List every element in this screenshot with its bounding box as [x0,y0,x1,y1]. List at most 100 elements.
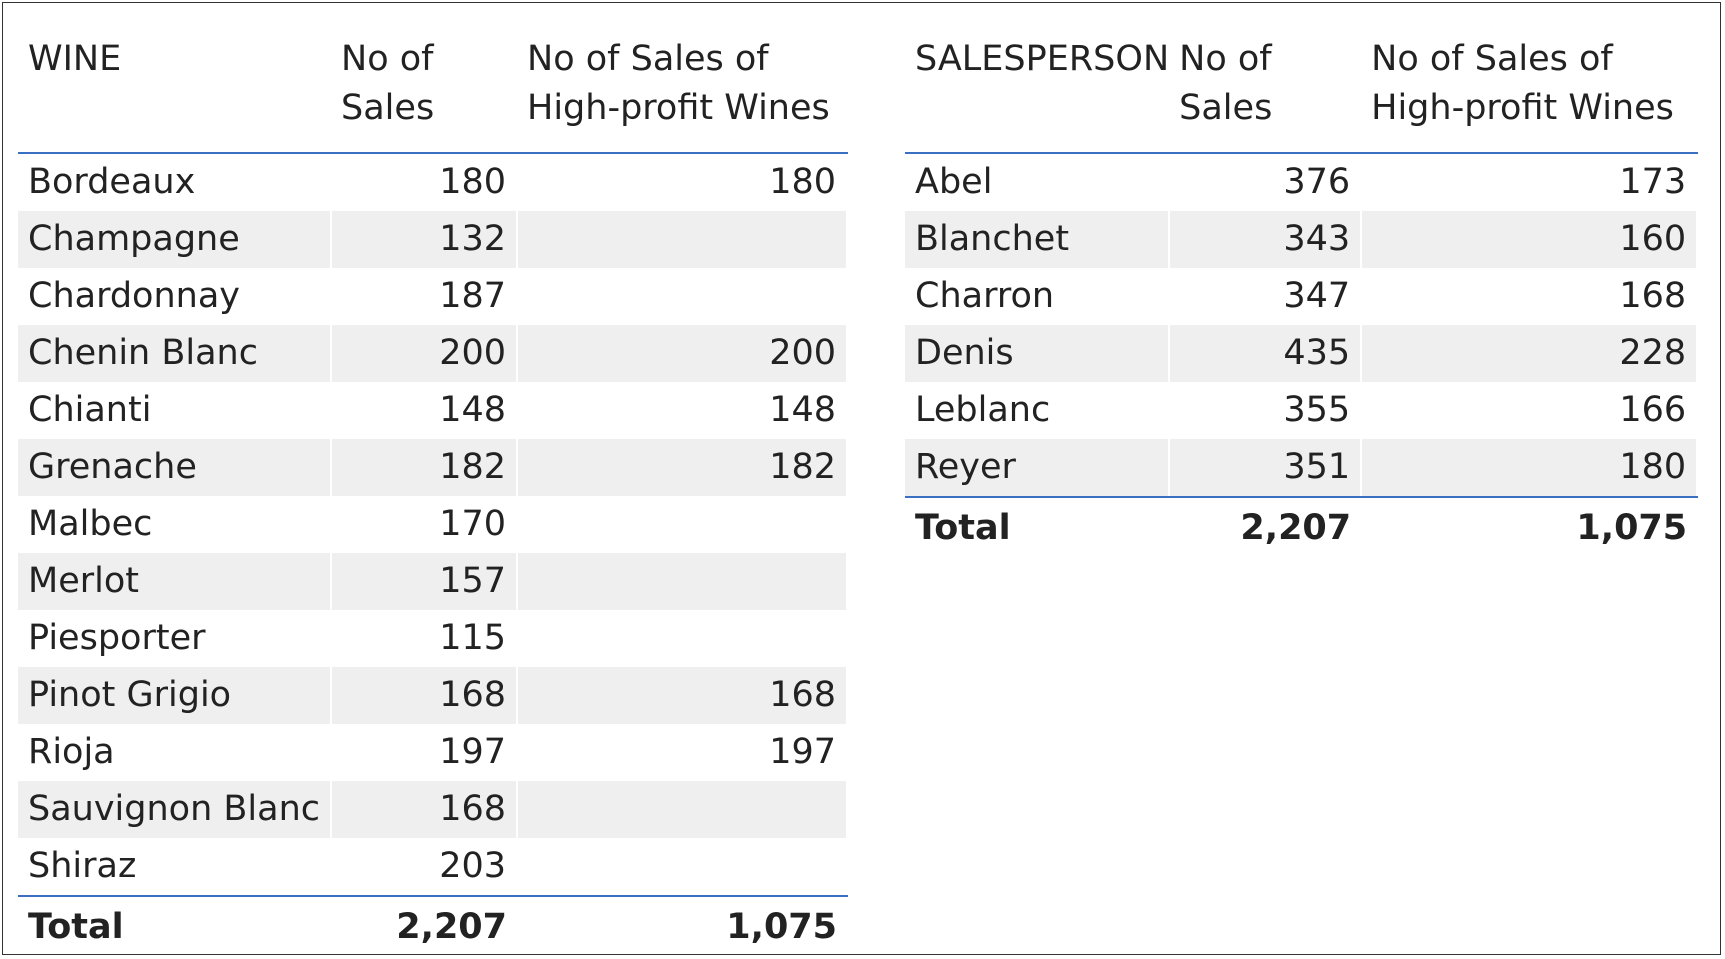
row-name-cell: Grenache [18,439,333,496]
row-high-profit-cell: 180 [1361,439,1699,498]
row-sales-cell: 376 [1169,153,1363,211]
row-sales-cell: 180 [331,153,519,211]
salesperson-table-row[interactable]: Abel 376 173 [905,153,1699,211]
wine-table-body: Bordeaux 180 180 Champagne 132 Chardonnay 187 C… [18,153,849,897]
row-high-profit-cell [517,610,849,667]
salesperson-header-line: SALESPERSON [915,39,1170,79]
salesperson-column-header[interactable]: SALESPERSON [905,13,1170,154]
sp-total-label: Total [915,508,1011,548]
row-high-profit-cell [517,211,849,268]
wine-table-row[interactable]: Pinot Grigio 168 168 [18,667,849,724]
row-sales-cell: 157 [331,553,519,610]
row-name-cell: Malbec [18,496,333,553]
wine-table-row[interactable]: Chianti 148 148 [18,382,849,439]
wine-table: WINE No of Sales No of Sales of High-pro… [18,13,849,957]
row-sales-cell: 347 [1169,268,1363,325]
sp-high-profit-sales-column-header[interactable]: No of Sales of High-profit Wines [1361,13,1698,154]
row-high-profit-cell [517,553,849,610]
row-high-profit-cell: 166 [1361,382,1699,439]
row-name-cell: Sauvignon Blanc [18,781,333,838]
sp-no-of-sales-column-header[interactable]: No of Sales [1169,13,1362,154]
row-high-profit-cell [517,838,849,897]
row-sales-cell: 187 [331,268,519,325]
row-high-profit-cell: 148 [517,382,849,439]
high-profit-header-line-1: No of Sales of [527,39,769,79]
salesperson-table-row[interactable]: Leblanc 355 166 [905,382,1699,439]
no-of-sales-column-header[interactable]: No of Sales [331,13,518,154]
wine-table-row[interactable]: Chardonnay 187 [18,268,849,325]
row-sales-cell: 170 [331,496,519,553]
row-name-cell: Piesporter [18,610,333,667]
row-name-cell: Rioja [18,724,333,781]
row-sales-cell: 168 [331,781,519,838]
row-sales-cell: 197 [331,724,519,781]
row-high-profit-cell: 200 [517,325,849,382]
row-name-cell: Merlot [18,553,333,610]
row-sales-cell: 182 [331,439,519,496]
sp-high-profit-header-line-2: High-profit Wines [1371,88,1674,128]
row-name-cell: Shiraz [18,838,333,897]
row-name-cell: Champagne [18,211,333,268]
salesperson-table-row[interactable]: Blanchet 343 160 [905,211,1699,268]
wine-table-row[interactable]: Sauvignon Blanc 168 [18,781,849,838]
wine-table-row[interactable]: Bordeaux 180 180 [18,153,849,211]
row-sales-cell: 435 [1169,325,1363,382]
wine-table-row[interactable]: Malbec 170 [18,496,849,553]
no-of-sales-header-line-2: Sales [341,88,435,128]
row-high-profit-cell: 228 [1361,325,1699,382]
row-name-cell: Chardonnay [18,268,333,325]
wine-table-row[interactable]: Piesporter 115 [18,610,849,667]
high-profit-header-line-2: High-profit Wines [527,88,830,128]
wine-column-header[interactable]: WINE [18,13,332,154]
sp-total-sales-value: 2,207 [1240,508,1352,548]
total-sales-value: 2,207 [396,907,508,947]
wine-table-header-row: WINE No of Sales No of Sales of High-pro… [18,13,848,154]
row-name-cell: Abel [905,153,1171,211]
no-of-sales-header-line-1: No of [341,39,434,79]
row-name-cell: Denis [905,325,1171,382]
sp-high-profit-header-line-1: No of Sales of [1371,39,1613,79]
salesperson-table-row[interactable]: Charron 347 168 [905,268,1699,325]
sp-total-high-profit-value: 1,075 [1576,508,1688,548]
row-sales-cell: 343 [1169,211,1363,268]
salesperson-table-total-row: Total 2,207 1,075 [905,497,1697,558]
sp-no-of-sales-header-line-2: Sales [1179,88,1273,128]
wine-table-row[interactable]: Grenache 182 182 [18,439,849,496]
row-name-cell: Charron [905,268,1171,325]
row-high-profit-cell [517,268,849,325]
salesperson-table-body: Abel 376 173 Blanchet 343 160 Charron 347 168 Den… [905,153,1699,498]
wine-table-row[interactable]: Chenin Blanc 200 200 [18,325,849,382]
row-high-profit-cell: 180 [517,153,849,211]
row-sales-cell: 351 [1169,439,1363,498]
row-name-cell: Blanchet [905,211,1171,268]
row-name-cell: Reyer [905,439,1171,498]
row-high-profit-cell: 197 [517,724,849,781]
salesperson-table-row[interactable]: Denis 435 228 [905,325,1699,382]
sp-no-of-sales-header-line-1: No of [1179,39,1272,79]
salesperson-table-row[interactable]: Reyer 351 180 [905,439,1699,498]
row-high-profit-cell: 173 [1361,153,1699,211]
row-name-cell: Pinot Grigio [18,667,333,724]
row-sales-cell: 355 [1169,382,1363,439]
row-name-cell: Chenin Blanc [18,325,333,382]
row-high-profit-cell [517,781,849,838]
wine-table-row[interactable]: Champagne 132 [18,211,849,268]
wine-table-row[interactable]: Shiraz 203 [18,838,849,897]
row-high-profit-cell: 182 [517,439,849,496]
wine-table-row[interactable]: Rioja 197 197 [18,724,849,781]
high-profit-sales-column-header[interactable]: No of Sales of High-profit Wines [517,13,848,154]
row-sales-cell: 148 [331,382,519,439]
row-high-profit-cell: 160 [1361,211,1699,268]
wine-header-line: WINE [28,39,122,79]
row-name-cell: Leblanc [905,382,1171,439]
wine-table-row[interactable]: Merlot 157 [18,553,849,610]
row-high-profit-cell: 168 [517,667,849,724]
salesperson-table: SALESPERSON No of Sales No of Sales of H… [905,13,1699,558]
row-sales-cell: 168 [331,667,519,724]
total-high-profit-value: 1,075 [726,907,838,947]
row-sales-cell: 132 [331,211,519,268]
salesperson-table-header-row: SALESPERSON No of Sales No of Sales of H… [905,13,1698,154]
total-label: Total [28,907,124,947]
row-high-profit-cell [517,496,849,553]
